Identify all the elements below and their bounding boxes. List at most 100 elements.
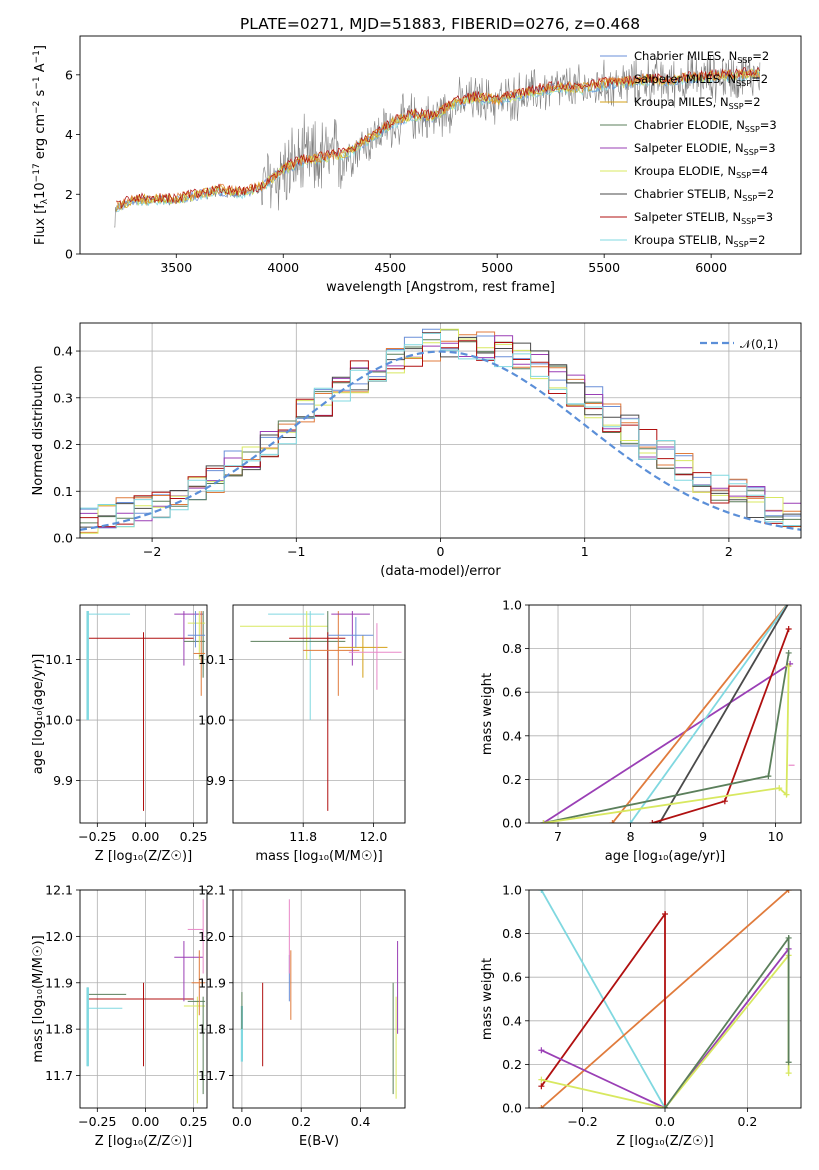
y-label-part: −17 [32, 163, 42, 182]
weight-line-chabrier-stelib [658, 605, 789, 823]
weight-marker [783, 791, 790, 798]
axes-frame [79, 35, 802, 255]
x-axis-label: Z [log₁₀(Z/Z☉)] [95, 1134, 192, 1149]
y-tick-label: 10.1 [45, 652, 73, 667]
legend-sub: SSP [736, 79, 751, 88]
x-tick-label: 5000 [481, 260, 513, 275]
y-tick-label: 12.1 [198, 883, 226, 898]
x-tick-label: 0.0 [655, 1114, 675, 1129]
legend-n: N [727, 164, 736, 178]
y-tick-label: 12.0 [198, 929, 226, 944]
weight-marker [785, 1070, 792, 1077]
legend-entry: Salpeter STELIB, NSSP=3 [634, 210, 773, 226]
legend-entry: Salpeter ELODIE, NSSP=3 [634, 141, 776, 157]
weight-marker [662, 1105, 668, 1108]
panel-spectrum: 3500 4000 4500 5000 5500 6000 0 2 4 6 wavelength [… [32, 35, 802, 295]
legend-n: N [727, 72, 736, 86]
legend-entry: 𝒩(0,1) [740, 337, 778, 351]
x-axis-label: mass [log₁₀(M/M☉)] [255, 849, 382, 864]
plot-area-mass_vs_Z [86, 899, 206, 1104]
normal-curve [80, 350, 801, 531]
x-tick-label: 0.2 [737, 1114, 757, 1129]
y-label-part: −1 [32, 50, 42, 63]
legend-entry: Kroupa MILES, NSSP=2 [634, 95, 761, 111]
legend-eq: = [756, 210, 766, 224]
y-tick-label: 0 [65, 247, 73, 262]
y-label-part: 10 [33, 182, 48, 199]
panel-residuals: −2 −1 0 1 2 0.0 0.1 0.2 0.3 0.4 (data-model)/error… [31, 322, 802, 579]
y-axis-label: mass weight [480, 958, 495, 1040]
weight-line-chabrier-elodie [543, 652, 790, 823]
y-tick-label: 11.9 [45, 975, 73, 990]
x-tick-label: 0 [437, 544, 445, 559]
legend-eq: = [751, 164, 761, 178]
panel-age_vs_mass: 11.8 12.0 9.9 10.0 10.1 mass [log₁₀(M/M☉)] [198, 604, 406, 864]
histogram-kroupa-stelib [80, 332, 801, 528]
plot-area-residuals [80, 328, 801, 534]
panel-mass_vs_Z: −0.25 0.00 0.25 11.7 11.8 11.9 12.0 12.1 Z [log₁… [31, 883, 207, 1150]
y-axis-label: mass [log₁₀(M/M☉)] [31, 935, 46, 1062]
y-tick-label: 6 [65, 67, 73, 82]
x-axis-label: age [log₁₀(age/yr)] [605, 849, 726, 864]
weight-line-kroupa-elodie [543, 665, 790, 823]
y-tick-label: 0.1 [53, 484, 73, 499]
legend-nssp: 2 [758, 233, 765, 247]
y-tick-label: 0.0 [502, 816, 522, 831]
weight-marker [538, 1083, 545, 1090]
legend-sep: , [720, 164, 727, 178]
weight-marker [787, 598, 793, 604]
weight-marker [785, 1059, 792, 1066]
y-tick-label: 0.4 [502, 1013, 522, 1028]
weight-line-salpeter-miles [611, 605, 788, 823]
y-label-part: A [33, 63, 48, 76]
legend-sep: , [721, 49, 728, 63]
legend-entry: Chabrier STELIB, NSSP=2 [634, 187, 774, 203]
y-axis-label: Flux [fλ10−17 erg cm−2 s−1 A−1] [32, 45, 50, 245]
panel-weight_vs_Z: −0.2 0.0 0.2 0.0 0.2 0.4 0.6 0.8 1.0 Z [log₁₀(Z/Z… [480, 883, 802, 1149]
y-tick-label: 10.0 [198, 713, 226, 728]
y-label-part: −1 [32, 76, 42, 89]
data-spectrum [114, 54, 761, 228]
weight-marker [765, 773, 772, 780]
y-tick-label: 1.0 [502, 598, 522, 613]
legend-sub: SSP [744, 148, 759, 157]
legend-eq: = [759, 141, 769, 155]
x-tick-label: 6000 [695, 260, 727, 275]
x-axis-label: Z [log₁₀(Z/Z☉)] [95, 849, 192, 864]
legend-nssp: 2 [762, 49, 769, 63]
y-label-part: Flux [f [33, 204, 48, 245]
x-tick-label: 0.00 [132, 1114, 160, 1129]
legend-n: N [729, 49, 738, 63]
panel-weight_vs_age: 7 8 9 10 0.0 0.2 0.4 0.6 0.8 1.0 age [log₁₀(age/yr… [480, 598, 802, 864]
weight-marker [721, 798, 728, 805]
x-tick-label: 12.0 [359, 829, 387, 844]
weight-marker [609, 820, 616, 823]
y-tick-label: 4 [65, 127, 73, 142]
legend-sep: , [718, 233, 725, 247]
legend-n: N [736, 118, 745, 132]
x-tick-label: −0.2 [567, 1114, 597, 1129]
weight-line-chabrier-elodie [664, 935, 790, 1108]
y-tick-label: 11.7 [45, 1068, 73, 1083]
weight-marker [538, 890, 545, 893]
legend-name: Chabrier ELODIE [634, 118, 729, 132]
x-tick-label: −0.25 [78, 829, 116, 844]
weight-marker [785, 649, 792, 656]
legend-sep: , [720, 72, 727, 86]
x-tick-label: 3500 [160, 260, 192, 275]
legend-eq: = [751, 72, 761, 86]
x-tick-label: 4000 [267, 260, 299, 275]
y-tick-label: 9.9 [53, 773, 73, 788]
legend-nssp: 2 [761, 72, 768, 86]
legend-sep: , [728, 141, 735, 155]
weight-marker [538, 1076, 545, 1083]
y-tick-label: 11.9 [198, 975, 226, 990]
weight-marker [538, 1105, 545, 1108]
legend-eq: = [760, 118, 770, 132]
plot-area-weight_vs_age [540, 598, 795, 823]
y-tick-label: 10.0 [45, 713, 73, 728]
legend-n: N [734, 187, 743, 201]
weight-marker [785, 934, 792, 941]
y-tick-label: 9.9 [206, 773, 226, 788]
legend-n: N [735, 141, 744, 155]
